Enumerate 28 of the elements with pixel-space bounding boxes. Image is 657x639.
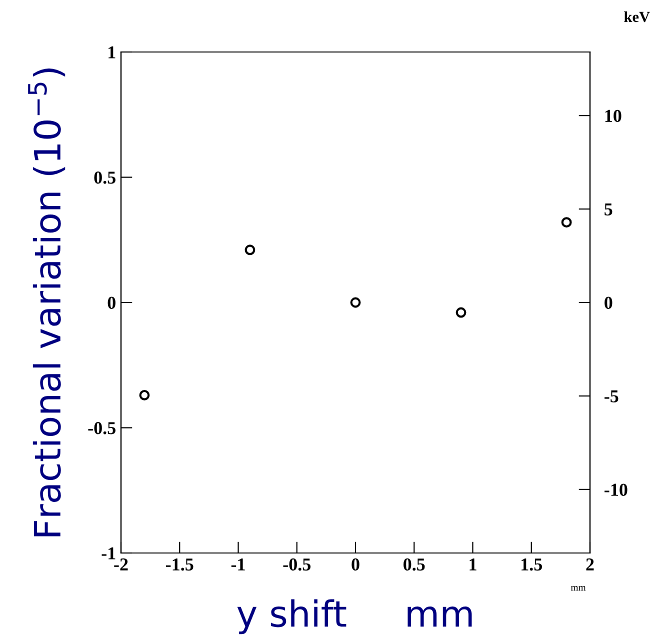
x-tick-label: -1 <box>231 558 245 570</box>
y2-axis-title: keV <box>624 11 650 22</box>
point <box>244 244 256 256</box>
x-tick-label: 0.5 <box>404 558 425 571</box>
y2-tick-label: 10 <box>605 110 622 122</box>
x-tick-label: 0 <box>352 558 360 571</box>
y-tick-label: -1 <box>102 547 116 560</box>
x-tick-label: -0.5 <box>283 558 311 571</box>
y2-tick-label: 5 <box>604 203 612 216</box>
text: mm <box>570 586 586 591</box>
y-axis-title: Fractional variation (10$^{−5}$) <box>28 68 66 536</box>
x-tick-label: 1 <box>470 558 476 570</box>
y2-tick-label: -5 <box>604 390 618 402</box>
point <box>350 297 361 308</box>
y-tick-label: 0.5 <box>94 172 116 184</box>
x-tick-label: 2 <box>586 558 594 570</box>
x-tick-label: -1.5 <box>166 558 194 571</box>
y2-tick-label: -10 <box>604 484 628 496</box>
y2-tick-label: 0 <box>604 296 612 309</box>
y-tick-label: 0 <box>108 296 116 309</box>
x-tick-label: 1.5 <box>522 558 542 571</box>
x-tick-label: -2 <box>114 558 128 570</box>
y-tick-label: -0.5 <box>88 422 116 434</box>
x-axis-title: y shift mm <box>237 599 472 634</box>
point <box>561 217 572 228</box>
y-tick-label: 1 <box>108 46 116 58</box>
point <box>456 307 466 318</box>
point <box>139 390 150 400</box>
